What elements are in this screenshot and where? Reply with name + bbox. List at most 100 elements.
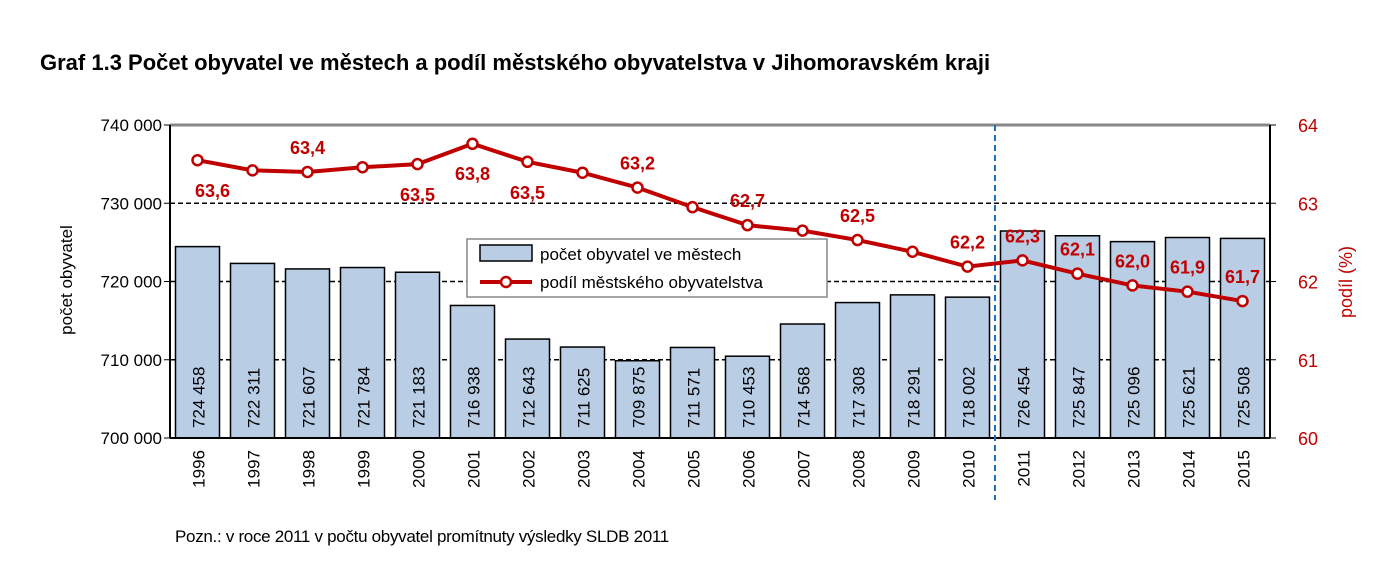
bar [614, 359, 661, 439]
line-point [1236, 294, 1249, 308]
bar-label: 724 458 [190, 367, 209, 428]
bar [339, 266, 386, 439]
x-tick-label: 2008 [850, 450, 869, 488]
x-tick-label: 2010 [960, 450, 979, 488]
x-tick-label: 1997 [245, 450, 264, 488]
line-point [1181, 285, 1194, 298]
bar [449, 304, 496, 439]
line-data-label: 61,9 [1170, 258, 1205, 278]
x-tick-label: 1998 [300, 450, 319, 488]
legend-line-marker [499, 275, 513, 289]
y-tick-label: 730 000 [101, 194, 162, 213]
bar [724, 355, 771, 439]
bar-label: 725 096 [1125, 367, 1144, 428]
line-data-label: 62,0 [1115, 251, 1150, 271]
bar [1164, 236, 1211, 439]
x-tick-label: 2001 [465, 450, 484, 488]
line-point [1016, 254, 1029, 267]
x-tick-label: 1999 [355, 450, 374, 488]
line-series [197, 141, 1243, 304]
line-point [961, 260, 974, 273]
line-data-label: 63,5 [400, 185, 435, 205]
bar-label: 718 002 [960, 367, 979, 428]
line-point [411, 157, 424, 171]
line-data-label: 63,2 [620, 154, 655, 174]
bar-label: 710 453 [740, 367, 759, 428]
bar [944, 296, 991, 439]
bar-label: 725 847 [1070, 367, 1089, 428]
bar [1109, 240, 1156, 439]
bar-label: 717 308 [850, 367, 869, 428]
y-tick-label: 720 000 [101, 273, 162, 292]
legend-line-label: podíl městského obyvatelstva [540, 273, 764, 292]
x-tick-label: 2004 [630, 450, 649, 488]
bar-label: 721 784 [355, 367, 374, 428]
y-axis-label: počet obyvatel [57, 225, 76, 335]
bar-label: 725 621 [1180, 367, 1199, 428]
bar-label: 721 183 [410, 367, 429, 428]
bar-label: 722 311 [245, 368, 264, 428]
line-point [301, 165, 314, 179]
x-tick-label: 2011 [1015, 450, 1034, 487]
x-tick-label: 2012 [1070, 450, 1089, 488]
line-point [906, 245, 919, 259]
bar-label: 714 568 [795, 367, 814, 428]
line-data-label: 61,7 [1225, 267, 1260, 287]
bar [229, 262, 276, 439]
y2-tick-label: 62 [1298, 273, 1318, 293]
chart-note: Pozn.: v roce 2011 v počtu obyvatel prom… [175, 527, 669, 546]
legend-bar-swatch [479, 244, 533, 262]
line-point [851, 233, 864, 247]
line-point [796, 224, 809, 237]
line-data-label: 63,6 [195, 181, 230, 201]
x-tick-label: 2003 [575, 450, 594, 488]
x-tick-label: 2005 [685, 450, 704, 488]
line-data-label: 62,1 [1060, 240, 1095, 260]
x-tick-label: 2009 [905, 450, 924, 488]
line-point [1071, 267, 1084, 280]
y2-axis-label: podíl (%) [1336, 246, 1356, 318]
line-data-label: 63,8 [455, 164, 490, 184]
bar-label: 721 607 [300, 367, 319, 428]
y2-tick-label: 61 [1298, 351, 1318, 371]
line-point [1126, 279, 1139, 292]
y-tick-label: 700 000 [101, 429, 162, 448]
legend-bar-label: počet obyvatel ve městech [540, 245, 741, 264]
bar-label: 711 625 [575, 368, 594, 428]
line-data-label: 62,3 [1005, 226, 1040, 246]
bar-label: 712 643 [520, 367, 539, 428]
line-point [356, 161, 369, 174]
bar [889, 294, 936, 439]
line-data-label: 63,5 [510, 183, 545, 203]
bar [1219, 237, 1266, 439]
line-point [741, 218, 754, 232]
bar [284, 268, 331, 439]
y-tick-label: 740 000 [101, 116, 162, 135]
x-tick-label: 2014 [1180, 450, 1199, 488]
bar-label: 711 571 [685, 368, 704, 428]
x-tick-label: 1996 [190, 450, 209, 488]
bar [669, 346, 716, 439]
line-point [191, 153, 204, 167]
bar [174, 245, 221, 439]
bar-label: 718 291 [905, 367, 924, 428]
bar-label: 716 938 [465, 367, 484, 428]
line-point [686, 200, 699, 214]
line-point [521, 155, 534, 169]
bar [834, 301, 881, 439]
bar [394, 271, 441, 439]
x-tick-label: 2007 [795, 450, 814, 488]
y2-tick-label: 64 [1298, 116, 1318, 136]
y2-tick-label: 63 [1298, 194, 1318, 214]
line-data-label: 62,5 [840, 206, 875, 226]
line-data-label: 62,2 [950, 233, 985, 253]
x-tick-label: 2013 [1125, 450, 1144, 488]
y2-tick-label: 60 [1298, 429, 1318, 449]
x-tick-label: 2002 [520, 450, 539, 488]
chart-title: Graf 1.3 Počet obyvatel ve městech a pod… [40, 50, 991, 75]
bar [559, 346, 606, 439]
bar [504, 338, 551, 439]
line-point [246, 164, 259, 177]
bar-label: 725 508 [1235, 367, 1254, 428]
